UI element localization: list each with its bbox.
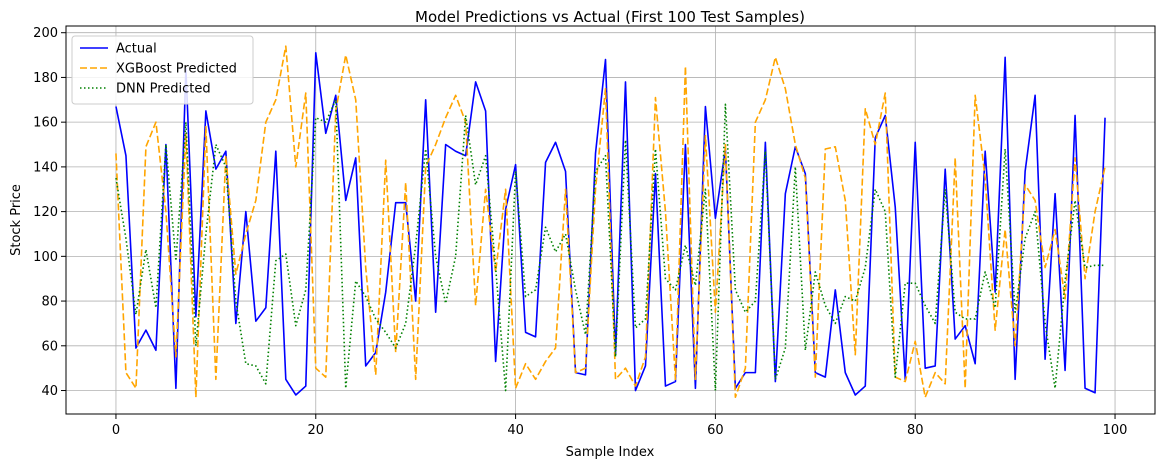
series-line-actual — [115, 52, 1106, 396]
y-tick-label: 160 — [33, 116, 58, 131]
y-tick-label: 60 — [41, 339, 58, 354]
y-axis-label: Stock Price — [9, 184, 24, 256]
x-tick-label: 40 — [507, 423, 524, 438]
y-tick-label: 140 — [33, 160, 58, 175]
x-tick-label: 60 — [707, 423, 724, 438]
legend-box — [71, 35, 254, 105]
series-line-xgboost-predicted — [115, 45, 1106, 399]
x-tick-label: 20 — [307, 423, 324, 438]
y-axis-ticks: 40 60 80 100 120 140 160 180 200 — [33, 26, 66, 399]
y-tick-label: 200 — [33, 26, 58, 41]
y-tick-label: 80 — [41, 295, 58, 310]
y-tick-label: 120 — [33, 205, 58, 220]
series-line-dnn-predicted — [115, 99, 1106, 392]
x-axis-label: Sample Index — [566, 445, 655, 460]
legend-label-dnn-predicted: DNN Predicted — [116, 82, 211, 97]
y-tick-label: 180 — [33, 71, 58, 86]
y-tick-label: 100 — [33, 250, 58, 265]
x-tick-label: 80 — [907, 423, 924, 438]
legend: Actual XGBoost Predicted DNN Predicted — [71, 35, 254, 105]
y-tick-label: 40 — [41, 384, 58, 399]
x-axis-ticks: 0 20 40 60 80 100 — [112, 414, 1128, 438]
legend-label-actual: Actual — [116, 42, 157, 57]
x-tick-label: 0 — [112, 423, 120, 438]
chart-title: Model Predictions vs Actual (First 100 T… — [415, 8, 805, 26]
series-lines — [115, 45, 1106, 399]
plot-frame — [65, 25, 1156, 415]
x-tick-label: 100 — [1103, 423, 1128, 438]
legend-label-xgboost-predicted: XGBoost Predicted — [116, 62, 237, 77]
